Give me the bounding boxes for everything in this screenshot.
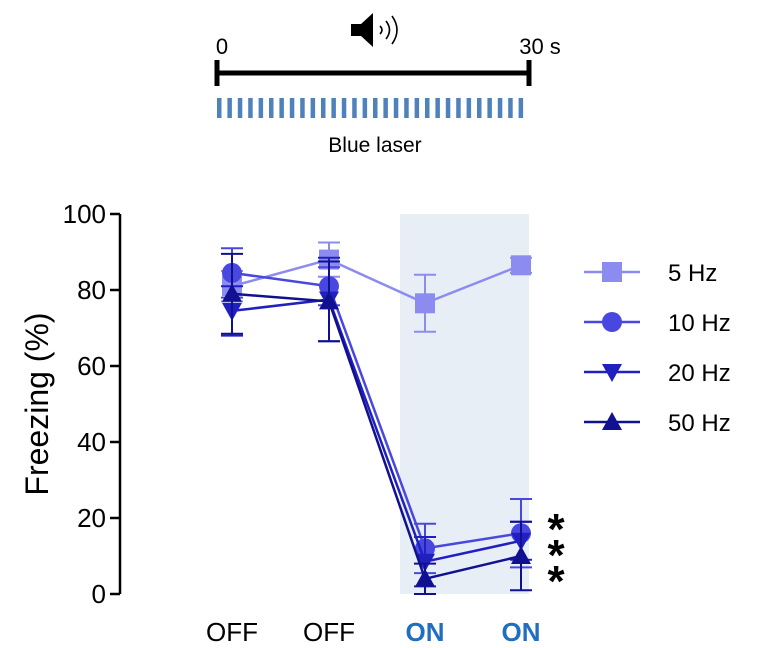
y-tick-label: 20 xyxy=(77,503,106,533)
x-axis-labels: OFF OFF ON ON xyxy=(206,617,541,647)
laser-pulse xyxy=(248,98,253,118)
time-start-label: 0 xyxy=(216,34,228,59)
data-point xyxy=(602,262,622,282)
laser-pulse xyxy=(258,98,264,118)
laser-pulse xyxy=(269,98,274,118)
laser-pulse xyxy=(477,98,482,118)
laser-pulse xyxy=(435,98,440,118)
data-point xyxy=(415,293,435,314)
legend-label: 10 Hz xyxy=(668,310,731,337)
laser-pulse xyxy=(508,98,513,118)
laser-pulse xyxy=(237,98,243,118)
series-layer xyxy=(221,241,532,595)
laser-pulse xyxy=(310,98,316,118)
series-line xyxy=(231,298,522,564)
laser-pulse xyxy=(414,98,420,118)
laser-pulse xyxy=(518,98,524,118)
series-line xyxy=(231,292,522,581)
laser-pulse xyxy=(352,98,357,118)
laser-pulse xyxy=(425,98,430,118)
sound-timeline xyxy=(214,60,532,86)
laser-label: Blue laser xyxy=(328,134,421,157)
legend-item: 50 Hz xyxy=(584,410,731,437)
laser-pulse xyxy=(373,98,378,118)
freezing-chart: 0 20 40 60 80 100 Freezing (%) OFF OFF ON ON 5 H… xyxy=(19,199,731,647)
laser-pulse xyxy=(404,98,409,118)
data-point xyxy=(415,568,435,587)
x-tick-label: ON xyxy=(502,617,541,647)
series-line xyxy=(231,258,522,305)
data-point xyxy=(511,255,531,276)
data-point xyxy=(602,364,622,382)
legend-label: 50 Hz xyxy=(668,410,731,437)
laser-pulse xyxy=(321,98,326,118)
stimulus-schematic: 0 30 s Blue laser xyxy=(214,13,561,157)
laser-pulse xyxy=(393,98,399,118)
laser-pulse xyxy=(341,98,347,118)
legend-item: 20 Hz xyxy=(584,360,731,387)
y-tick-label: 60 xyxy=(77,351,106,381)
x-tick-label: OFF xyxy=(303,617,355,647)
laser-pulse xyxy=(227,98,232,118)
legend-label: 20 Hz xyxy=(668,360,731,387)
y-tick-label: 0 xyxy=(92,579,106,609)
y-tick-label: 40 xyxy=(77,427,106,457)
data-point xyxy=(602,312,622,332)
laser-on-shading xyxy=(400,214,529,594)
data-point xyxy=(222,283,242,302)
laser-pulse xyxy=(279,98,284,118)
laser-pulses xyxy=(217,98,524,118)
data-point xyxy=(319,291,339,310)
x-tick-label: ON xyxy=(406,617,445,647)
significance-asterisk: * xyxy=(547,557,565,606)
laser-pulse xyxy=(331,98,336,118)
laser-pulse xyxy=(445,98,451,118)
y-axis: 0 20 40 60 80 100 xyxy=(63,199,122,609)
series-line xyxy=(231,271,522,550)
laser-pulse xyxy=(300,98,305,118)
y-tick-label: 100 xyxy=(63,199,106,229)
laser-pulse xyxy=(487,98,492,118)
time-end-label: 30 s xyxy=(519,34,561,59)
laser-pulse xyxy=(466,98,472,118)
laser-pulse xyxy=(497,98,503,118)
legend-item: 5 Hz xyxy=(584,260,717,287)
x-tick-label: OFF xyxy=(206,617,258,647)
series-50-hz xyxy=(221,252,532,595)
significance-asterisk: * xyxy=(547,531,565,580)
legend-item: 10 Hz xyxy=(584,310,731,337)
laser-pulse xyxy=(289,98,295,118)
laser-pulse xyxy=(383,98,388,118)
laser-pulse xyxy=(362,98,368,118)
significance-asterisk: * xyxy=(547,505,565,554)
laser-pulse xyxy=(456,98,461,118)
y-tick-label: 80 xyxy=(77,275,106,305)
significance-annotations: *** xyxy=(547,505,565,606)
speaker-icon xyxy=(351,13,398,47)
laser-pulse xyxy=(217,98,222,118)
legend: 5 Hz 10 Hz 20 Hz 50 Hz xyxy=(584,260,731,437)
legend-label: 5 Hz xyxy=(668,260,717,287)
data-point xyxy=(511,546,531,564)
data-point xyxy=(602,412,622,430)
y-axis-label: Freezing (%) xyxy=(19,312,55,495)
